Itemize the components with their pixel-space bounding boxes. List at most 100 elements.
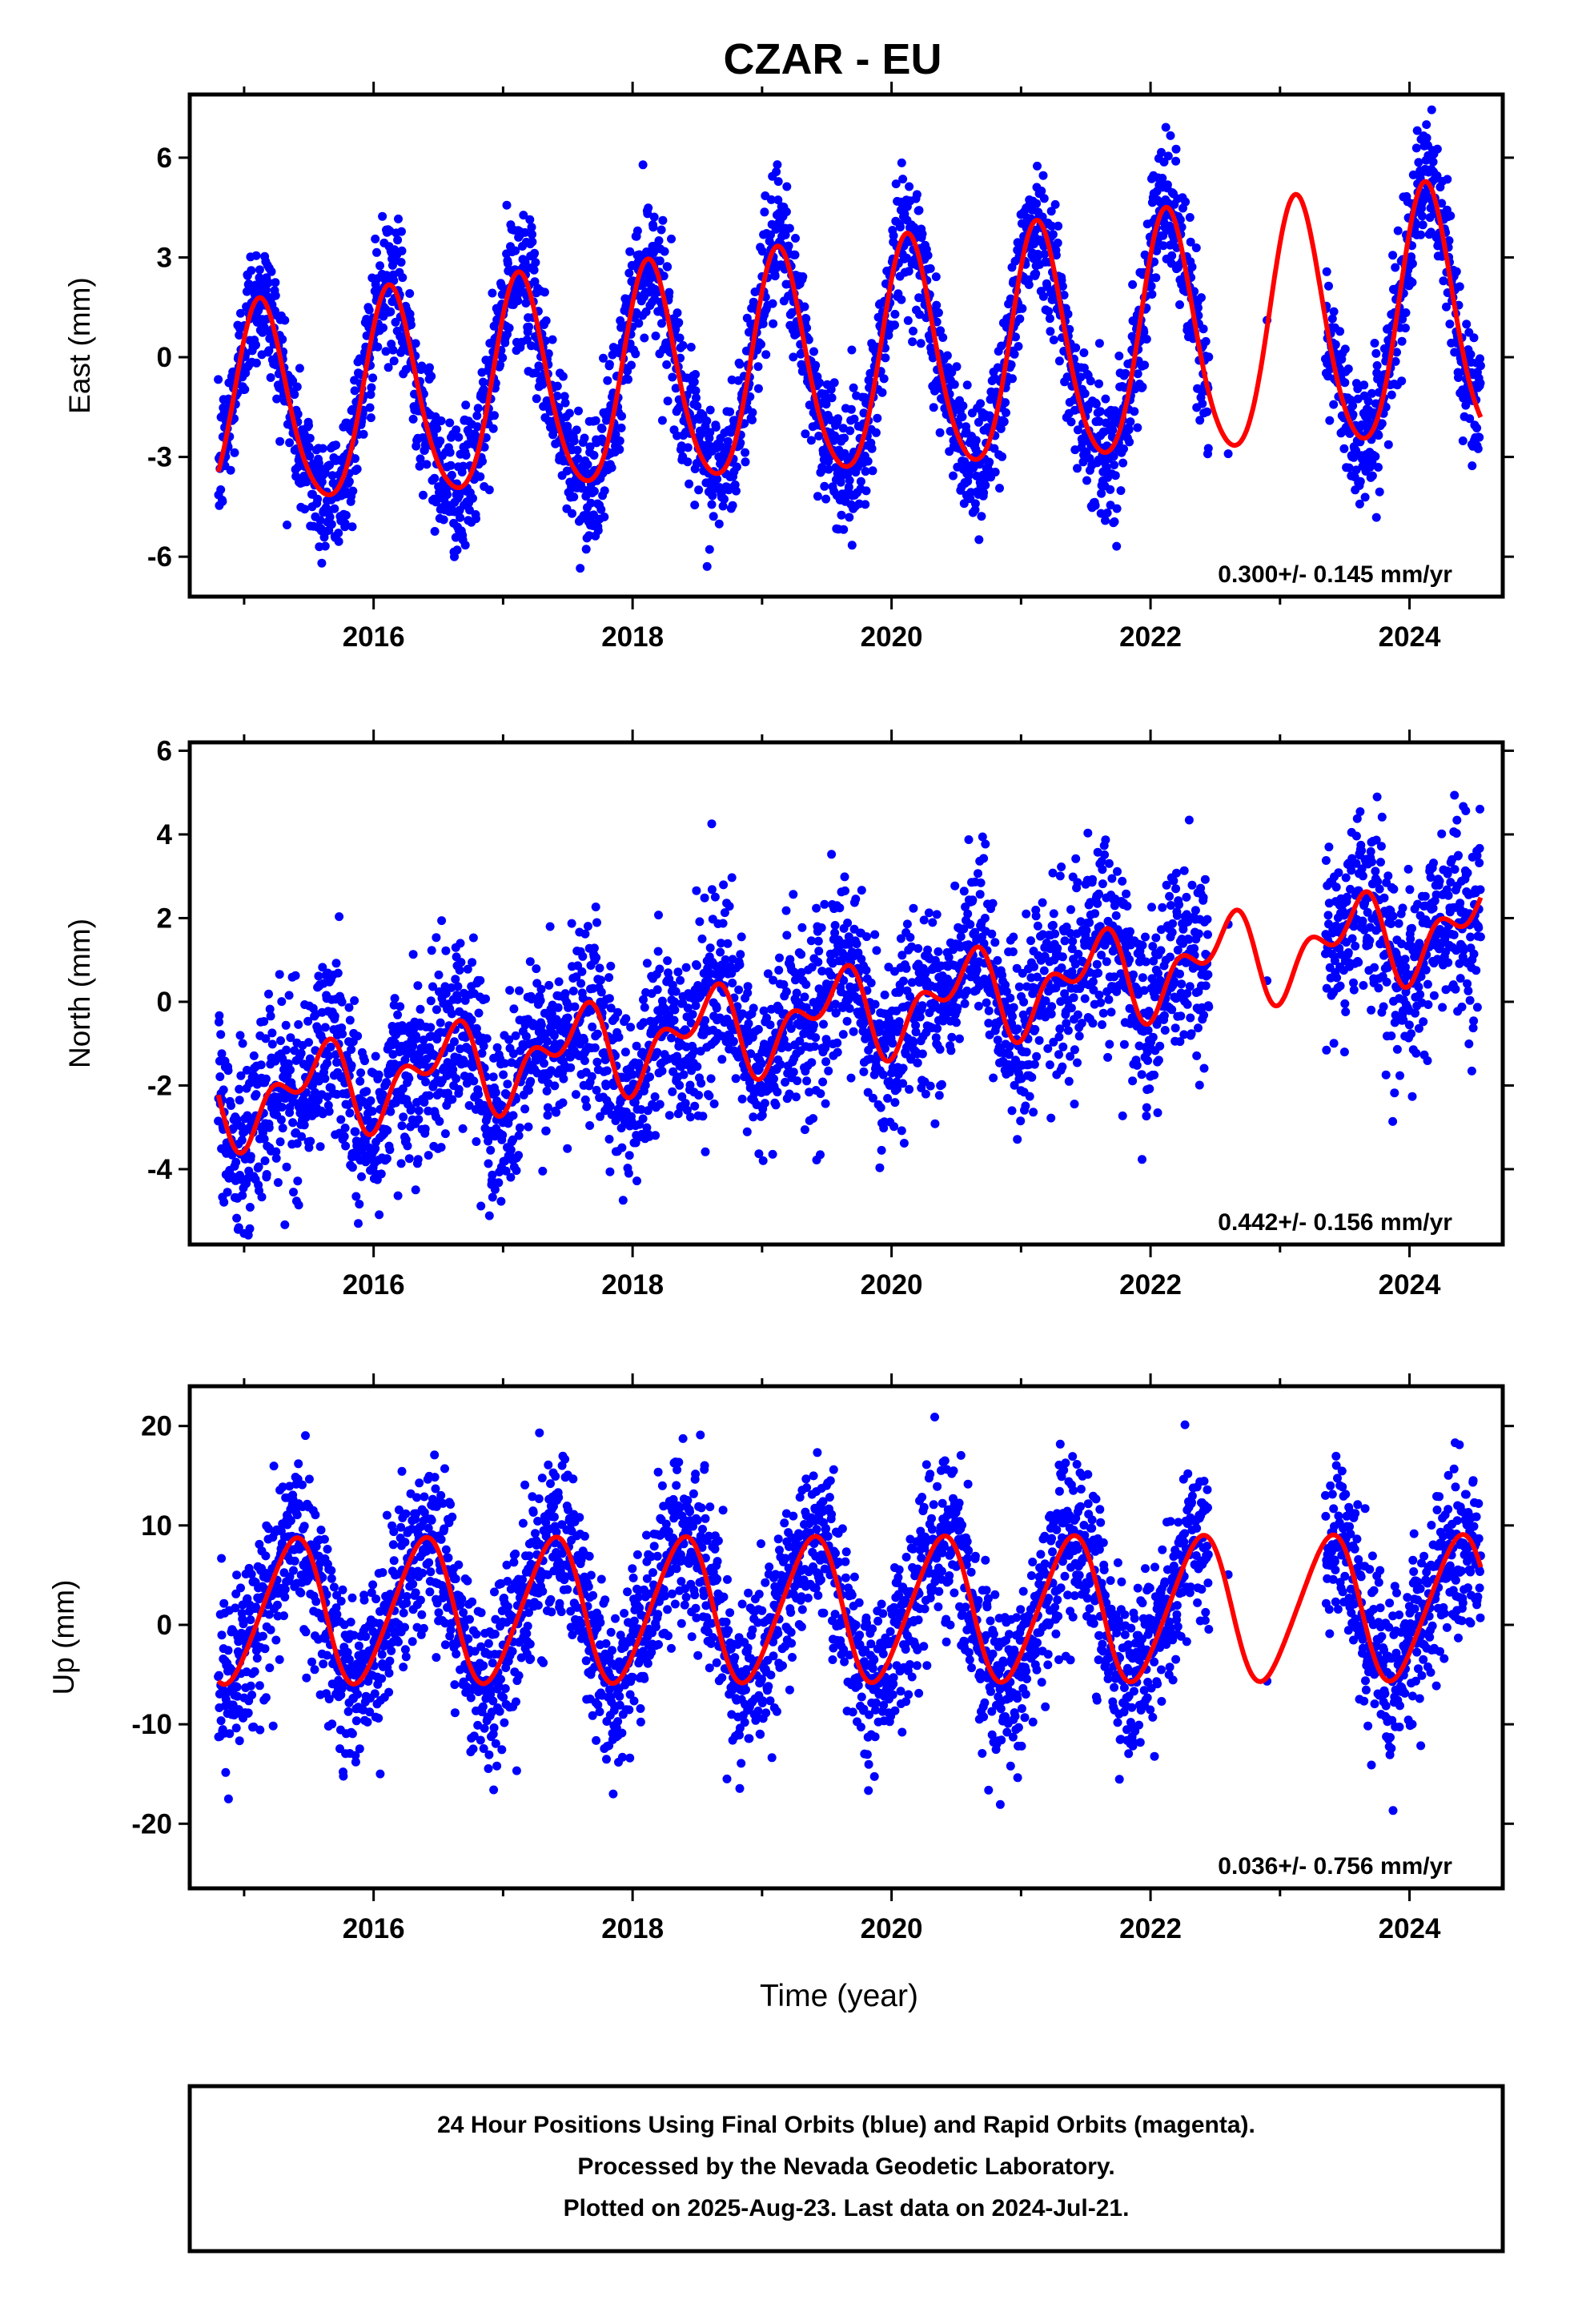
data-point (330, 504, 339, 513)
data-point (1175, 300, 1184, 309)
data-point (441, 946, 451, 955)
data-point (432, 933, 441, 943)
data-point (373, 342, 383, 352)
data-point (1147, 290, 1157, 299)
data-point (427, 372, 436, 381)
data-point (1071, 343, 1081, 352)
data-point (535, 362, 544, 372)
data-point (336, 1115, 346, 1124)
data-point (468, 958, 477, 967)
data-point (1119, 444, 1128, 453)
data-point (617, 1143, 627, 1152)
data-point (896, 223, 905, 231)
data-point (649, 212, 659, 222)
data-point (367, 1107, 377, 1116)
data-point (315, 516, 325, 525)
data-point (942, 351, 952, 360)
data-point (367, 383, 376, 392)
data-point (1039, 194, 1049, 203)
data-point (264, 1123, 274, 1132)
data-point (1401, 324, 1410, 333)
data-point (809, 1020, 818, 1030)
data-point (223, 1188, 232, 1197)
data-point (916, 339, 926, 348)
data-point (706, 1074, 716, 1084)
data-point (515, 986, 524, 995)
data-point (662, 360, 672, 369)
chart-title: CZAR - EU (724, 35, 942, 83)
data-point (351, 1127, 360, 1136)
data-point (277, 997, 287, 1007)
data-point (331, 440, 341, 450)
data-point (416, 454, 425, 464)
data-point (386, 1107, 396, 1116)
data-point (354, 1219, 363, 1228)
data-point (325, 513, 335, 522)
data-point (374, 1070, 383, 1080)
data-point (581, 545, 591, 554)
data-point (553, 1003, 563, 1012)
data-point (1002, 408, 1010, 417)
data-point (735, 960, 745, 970)
data-point (912, 190, 921, 199)
data-point (508, 1111, 518, 1120)
data-point (926, 263, 935, 273)
data-point (952, 362, 962, 372)
data-point (1374, 463, 1383, 472)
x-tick-label: 2022 (1119, 621, 1182, 653)
data-point (1171, 144, 1181, 154)
data-point (525, 957, 535, 967)
data-point (849, 383, 858, 392)
data-point (847, 541, 857, 550)
data-point (236, 308, 245, 318)
data-point (276, 1036, 285, 1045)
data-point (447, 470, 456, 480)
data-point (1359, 380, 1369, 390)
data-point (725, 902, 734, 911)
data-point (505, 986, 515, 995)
data-point (673, 967, 683, 977)
data-point (474, 1008, 484, 1018)
data-point (903, 316, 913, 325)
data-point (1014, 342, 1023, 351)
data-point (737, 1094, 747, 1104)
data-point (1110, 517, 1119, 526)
data-point (293, 409, 303, 419)
data-point (596, 975, 605, 985)
data-point (267, 1028, 277, 1038)
data-point (286, 1065, 295, 1075)
data-point (267, 267, 276, 276)
data-point (977, 512, 986, 521)
data-point (654, 236, 664, 245)
data-point (571, 1090, 580, 1100)
data-point (430, 527, 440, 536)
data-point (584, 531, 594, 541)
data-point (414, 1106, 424, 1116)
data-point (284, 991, 294, 1000)
data-point (1018, 304, 1027, 313)
data-point (1417, 211, 1427, 221)
data-point (550, 1081, 560, 1091)
data-point (296, 1048, 306, 1058)
data-point (573, 454, 583, 464)
data-point (339, 1132, 349, 1141)
data-point (306, 1136, 315, 1146)
data-point (506, 1145, 516, 1155)
data-point (1383, 440, 1393, 449)
data-point (1080, 389, 1090, 398)
data-point (654, 911, 663, 920)
data-point (503, 259, 512, 268)
data-point (291, 971, 300, 980)
data-point (577, 967, 587, 976)
data-point (398, 273, 408, 283)
data-point (768, 1149, 777, 1159)
data-point (452, 1074, 461, 1084)
data-point (372, 247, 381, 257)
data-point (413, 1155, 423, 1164)
data-point (459, 461, 468, 471)
data-point (1066, 417, 1076, 427)
data-point (807, 1058, 817, 1068)
data-point (814, 947, 824, 956)
data-point (728, 501, 737, 510)
data-point (931, 272, 941, 282)
